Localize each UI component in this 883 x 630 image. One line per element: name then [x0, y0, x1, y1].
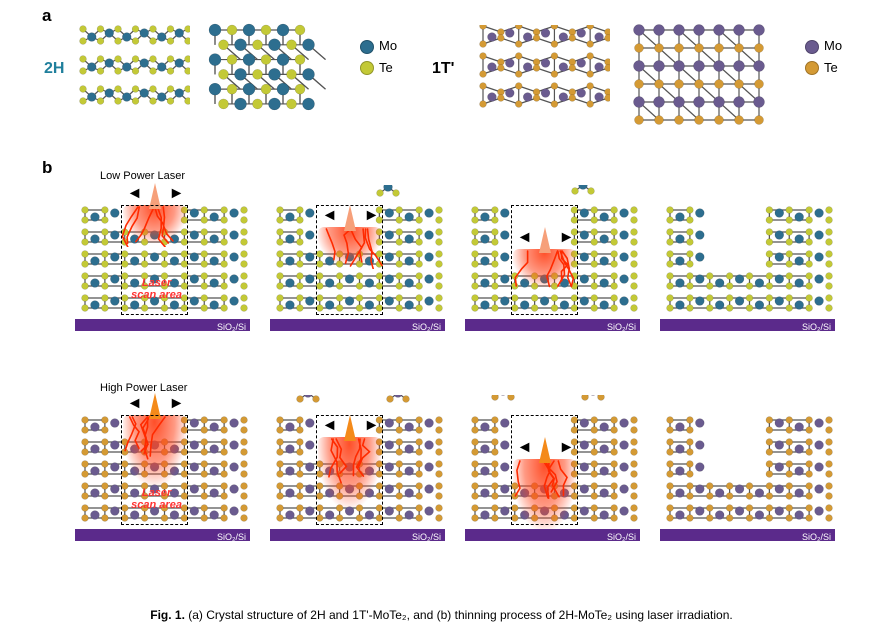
substrate-bar: SiO₂/Si	[660, 319, 835, 331]
substrate-label: SiO₂/Si	[607, 532, 636, 542]
panel-b-tile-r0-c3: SiO₂/Si	[660, 185, 835, 335]
caption-body: (a) Crystal structure of 2H and 1T'-MoTe…	[185, 608, 733, 622]
scan-area-box	[316, 415, 384, 525]
phase-1t-label: 1T'	[432, 60, 454, 78]
scan-area-box	[511, 415, 579, 525]
legend-2h-mo-label: Mo	[379, 38, 397, 53]
structure-2h-top	[200, 18, 350, 128]
panel-b-tile-r0-c1: SiO₂/Si◄►	[270, 185, 445, 335]
structure-1t-top	[625, 18, 790, 128]
substrate-label: SiO₂/Si	[412, 532, 441, 542]
scan-arrow-left: ◄	[127, 185, 143, 203]
panel-b-label: b	[42, 158, 52, 178]
legend-1t: Mo Te	[805, 38, 842, 75]
panel-b-tile-r1-c0: SiO₂/Si ◄ ► Laserscan area	[75, 395, 250, 545]
substrate-bar: SiO₂/Si	[465, 319, 640, 331]
legend-2h-te-label: Te	[379, 60, 393, 75]
substrate-label: SiO₂/Si	[217, 322, 246, 332]
panel-b-tile-r0-c0: SiO₂/Si ◄ ► Laserscan area	[75, 185, 250, 335]
scan-area-label: Laserscan area	[127, 277, 187, 301]
substrate-bar: SiO₂/Si	[75, 529, 250, 541]
substrate-bar: SiO₂/Si	[75, 319, 250, 331]
substrate-label: SiO₂/Si	[412, 322, 441, 332]
panel-b-tile-r1-c3: SiO₂/Si	[660, 395, 835, 545]
scan-arrow-left: ◄	[127, 395, 143, 413]
scan-area-box	[511, 205, 579, 315]
substrate-label: SiO₂/Si	[217, 532, 246, 542]
legend-2h-te: Te	[360, 60, 397, 76]
scan-arrow-right: ►	[169, 395, 185, 413]
substrate-bar: SiO₂/Si	[270, 529, 445, 541]
caption-prefix: Fig. 1.	[150, 608, 185, 622]
legend-1t-te-label: Te	[824, 60, 838, 75]
scan-arrow-right: ►	[169, 185, 185, 203]
legend-1t-mo-label: Mo	[824, 38, 842, 53]
structure-2h-side	[75, 25, 190, 125]
substrate-bar: SiO₂/Si	[270, 319, 445, 331]
panel-b-tile-r1-c2: SiO₂/Si◄►	[465, 395, 640, 545]
high-power-label: High Power Laser	[100, 382, 187, 394]
substrate-bar: SiO₂/Si	[660, 529, 835, 541]
panel-a-label: a	[42, 6, 51, 26]
panel-b-tile-r1-c1: SiO₂/Si◄►	[270, 395, 445, 545]
figure-root: a 2H Mo Te 1T' Mo Te b Low Power Laser H…	[0, 0, 883, 630]
legend-1t-mo: Mo	[805, 38, 842, 54]
legend-2h: Mo Te	[360, 38, 397, 75]
substrate-label: SiO₂/Si	[607, 322, 636, 332]
low-power-label: Low Power Laser	[100, 170, 185, 182]
figure-caption: Fig. 1. (a) Crystal structure of 2H and …	[0, 608, 883, 622]
legend-2h-mo: Mo	[360, 38, 397, 54]
phase-2h-label: 2H	[44, 60, 64, 78]
structure-1t-side	[475, 25, 610, 125]
scan-area-box	[316, 205, 384, 315]
substrate-label: SiO₂/Si	[802, 322, 831, 332]
substrate-label: SiO₂/Si	[802, 532, 831, 542]
panel-b-tile-r0-c2: SiO₂/Si◄►	[465, 185, 640, 335]
legend-1t-te: Te	[805, 60, 842, 76]
scan-area-label: Laserscan area	[127, 487, 187, 511]
